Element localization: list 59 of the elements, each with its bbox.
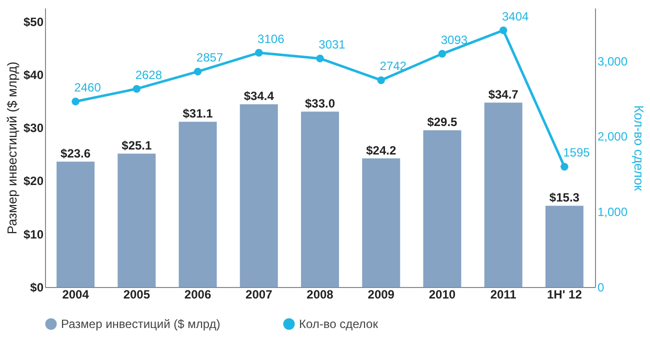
y-tick-label: $30: [23, 121, 44, 136]
y-axis-title: Размер инвестиций ($ млрд): [4, 62, 20, 234]
data-label: 2628: [135, 68, 162, 82]
data-label: 3093: [440, 32, 468, 47]
x-tick-label: 2011: [490, 288, 517, 302]
bar: [118, 154, 156, 287]
point: [194, 68, 202, 76]
bar: [362, 158, 400, 287]
data-label: 3404: [502, 9, 530, 24]
bar: [423, 130, 462, 287]
y2-axis-title: Кол-во сделок: [632, 105, 647, 192]
data-label: 2857: [196, 50, 224, 65]
x-tick-label: 2004: [62, 288, 90, 302]
data-label: $33.0: [304, 96, 336, 111]
data-label: $15.3: [549, 190, 580, 205]
bar: [545, 206, 584, 287]
data-label: $25.1: [122, 138, 152, 153]
data-label: 2460: [74, 80, 102, 95]
bar: [56, 162, 95, 287]
x-tick-label: 2008: [306, 288, 334, 302]
data-label: $34.7: [488, 88, 519, 102]
legend-label: Размер инвестиций ($ млрд): [61, 317, 220, 331]
y2-tick-label: 0: [598, 280, 604, 294]
x-tick-label: 2007: [246, 288, 273, 302]
x-tick-label: 2009: [368, 288, 395, 302]
data-label: $29.5: [427, 115, 458, 130]
data-label: 3031: [318, 37, 346, 52]
data-label: 2742: [380, 59, 407, 74]
data-label: $34.4: [244, 89, 274, 104]
x-tick-label: 1H' 12: [547, 288, 582, 302]
data-label: $31.1: [182, 106, 214, 121]
y2-tick-label: 1,000: [598, 205, 628, 220]
x-tick-label: 2006: [184, 288, 212, 302]
y2-tick-label: 2,000: [598, 130, 628, 144]
data-label: 1595: [563, 146, 590, 160]
point: [255, 48, 263, 57]
data-label: 3106: [258, 32, 285, 46]
point: [499, 26, 508, 34]
data-label: $23.6: [60, 146, 91, 161]
point: [438, 50, 446, 58]
bar: [178, 122, 217, 287]
bar: [301, 112, 339, 287]
point: [72, 98, 80, 106]
point: [377, 76, 385, 84]
y2-tick-label: 3,000: [598, 54, 628, 68]
bar: [240, 104, 278, 287]
point: [316, 54, 324, 62]
x-tick-label: 2005: [123, 288, 150, 302]
legend-label: Кол-во сделок: [299, 317, 379, 331]
bar: [484, 102, 522, 287]
x-tick-label: 2010: [428, 288, 456, 302]
data-label: $24.2: [366, 143, 396, 158]
y-tick-label: $40: [23, 68, 44, 82]
y-tick-label: $20: [23, 174, 44, 188]
y-tick-label: $10: [23, 227, 44, 242]
point: [560, 162, 568, 171]
y-tick-label: $50: [23, 14, 44, 29]
y-tick-label: $0: [30, 280, 44, 294]
point: [132, 84, 141, 93]
